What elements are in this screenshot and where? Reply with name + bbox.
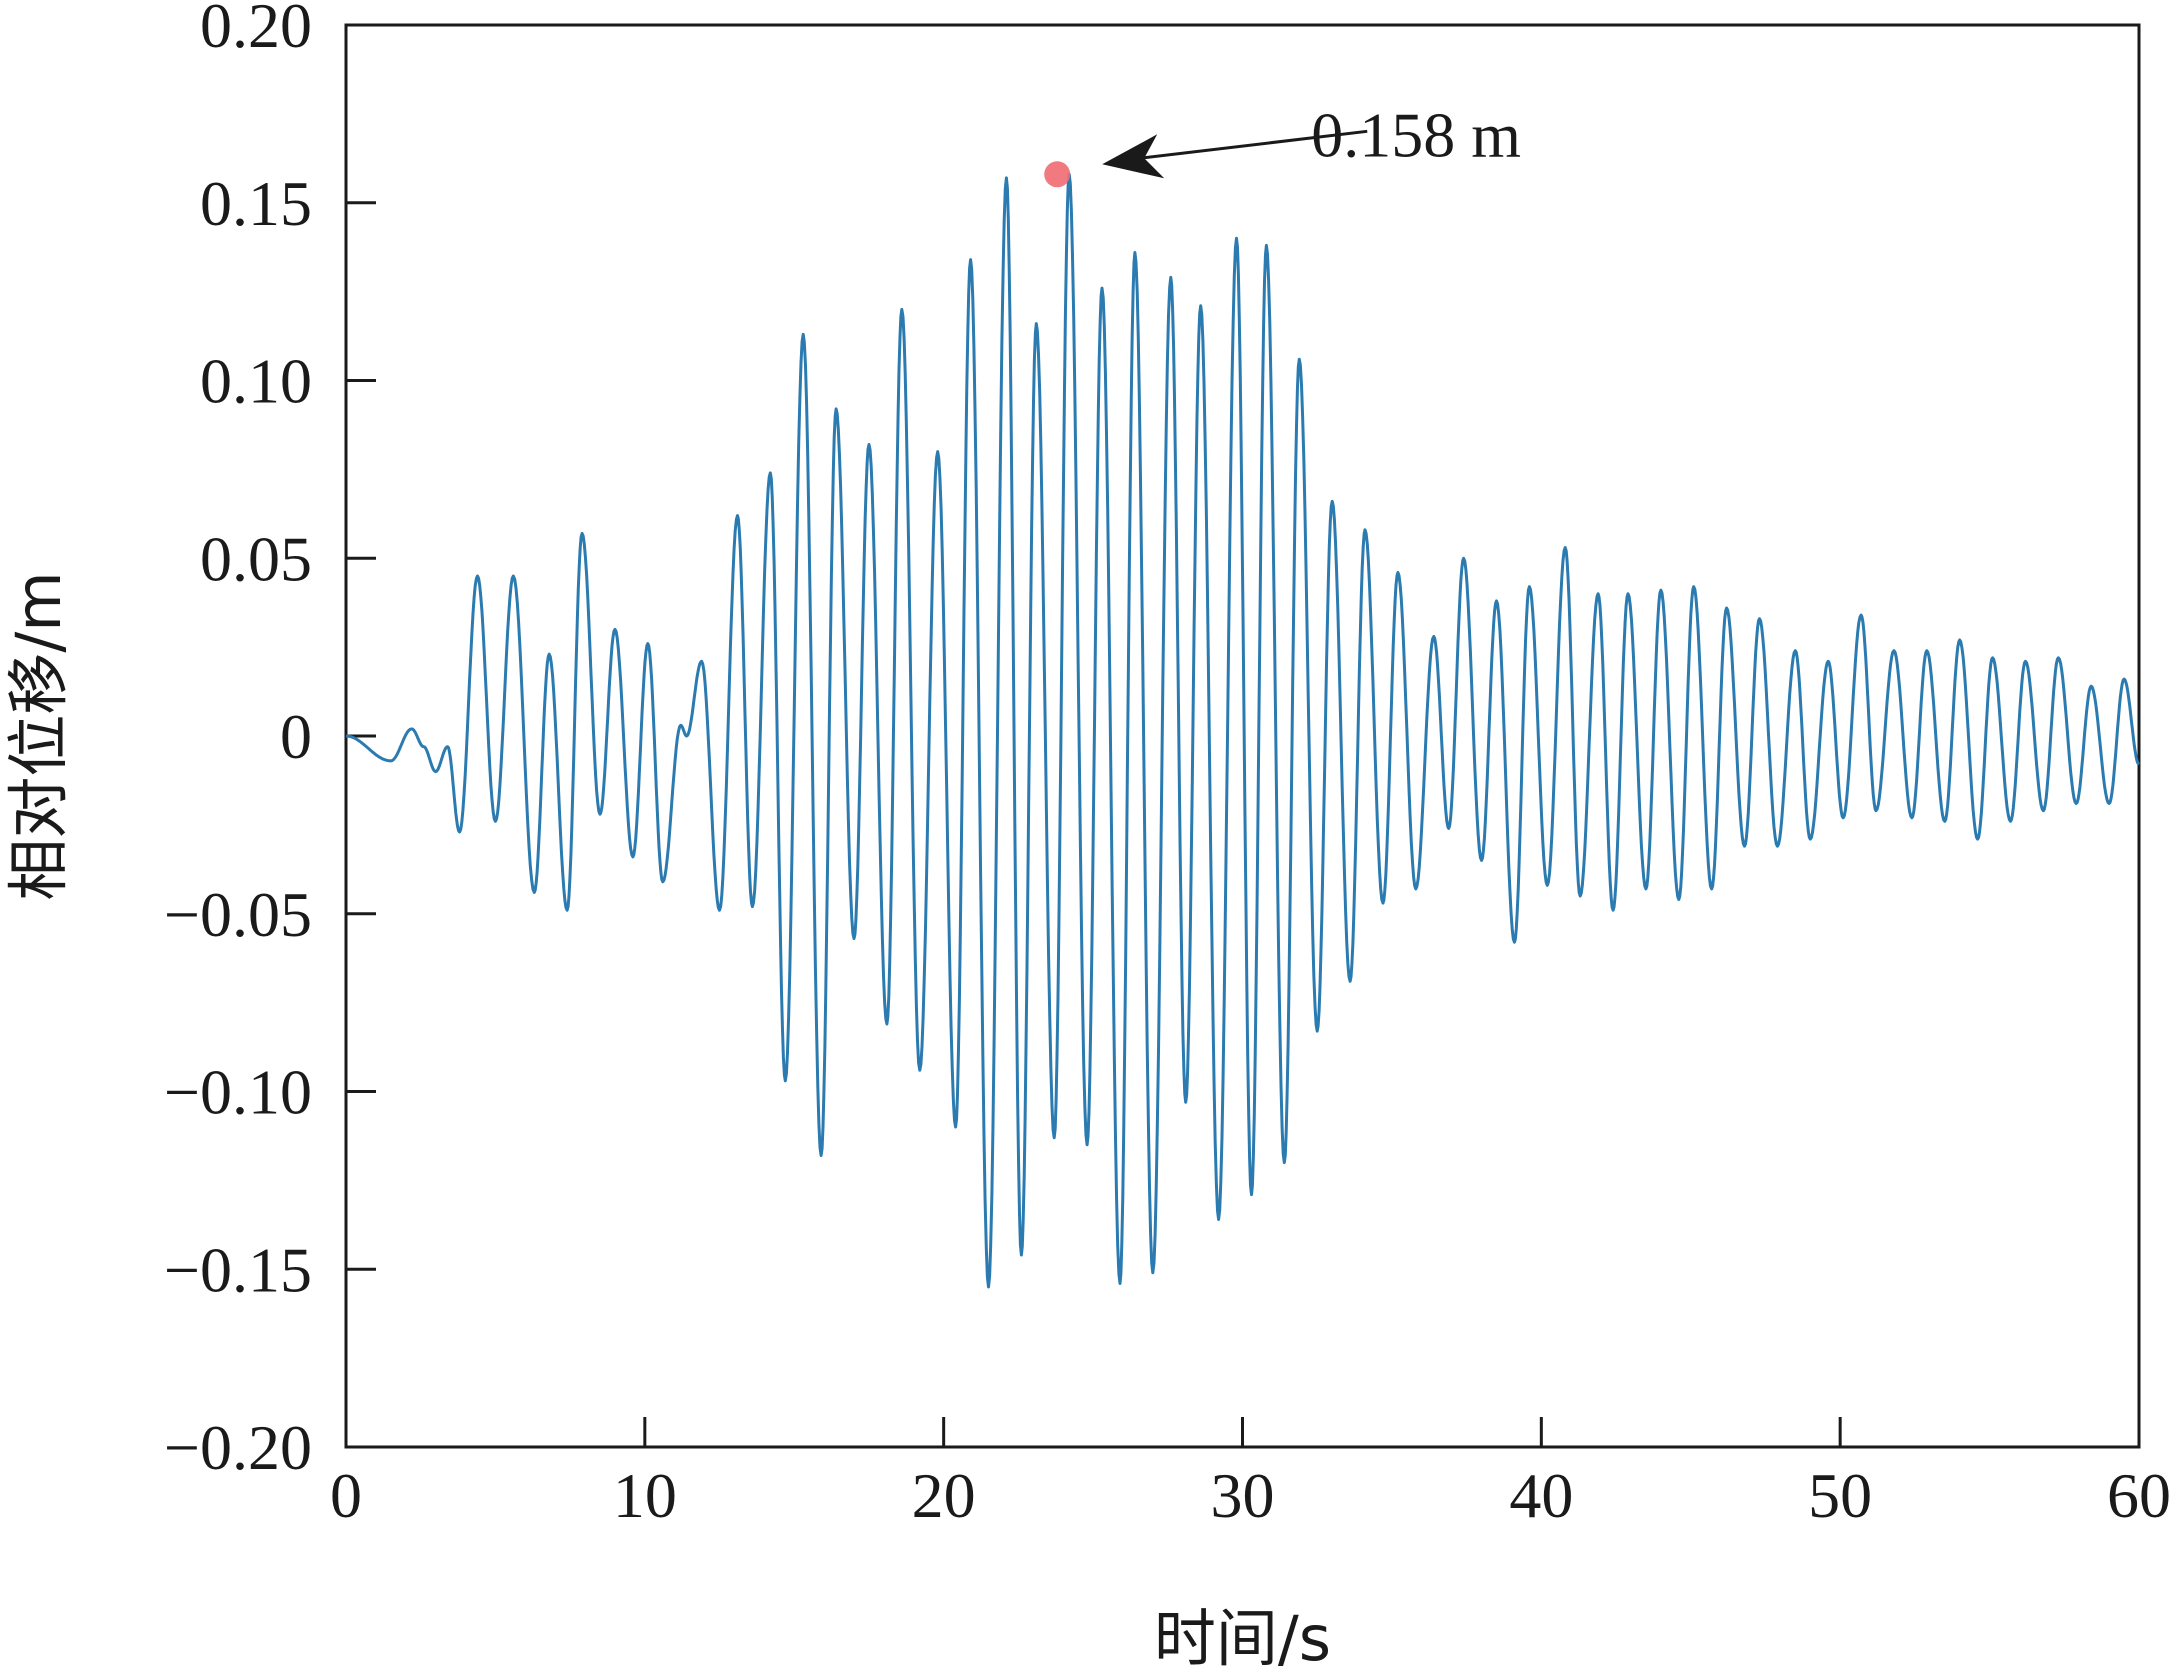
x-tick-label: 60 [2107, 1460, 2171, 1531]
x-tick-label: 10 [613, 1460, 677, 1531]
series-layer [345, 172, 2140, 1289]
y-tick-label: 0.10 [200, 346, 312, 417]
annotation-layer: 0.158 m [1044, 99, 1521, 188]
y-tick-label: −0.20 [164, 1412, 312, 1483]
peak-marker [1044, 161, 1071, 188]
y-tick-label: −0.05 [164, 879, 312, 950]
y-tick-label: 0.15 [200, 168, 312, 239]
y-tick-label: −0.15 [164, 1234, 312, 1305]
x-tick-label: 40 [1509, 1460, 1573, 1531]
y-tick-label: 0.20 [200, 0, 312, 61]
y-axis-ticks: 0.20 0.15 0.10 0.05 0 −0.05 −0.10 −0.15 −0.20 [164, 0, 376, 1483]
series-line-0 [345, 172, 2140, 1289]
x-tick-label: 0 [330, 1460, 362, 1531]
x-tick-label: 50 [1808, 1460, 1872, 1531]
peak-annotation-label: 0.158 m [1311, 99, 1521, 170]
y-tick-label: 0 [280, 701, 312, 772]
x-axis-label: 时间/s [1154, 1602, 1331, 1673]
annotation-arrow-head [1102, 134, 1165, 179]
y-tick-label: 0.05 [200, 523, 312, 594]
x-tick-label: 20 [912, 1460, 976, 1531]
y-tick-label: −0.10 [164, 1057, 312, 1128]
x-axis-ticks: 0 10 20 30 40 50 60 [330, 1417, 2171, 1531]
y-axis-label: 相对位移/m [2, 571, 75, 900]
annotation-arrow-shaft [1122, 129, 1368, 162]
x-tick-label: 30 [1211, 1460, 1275, 1531]
